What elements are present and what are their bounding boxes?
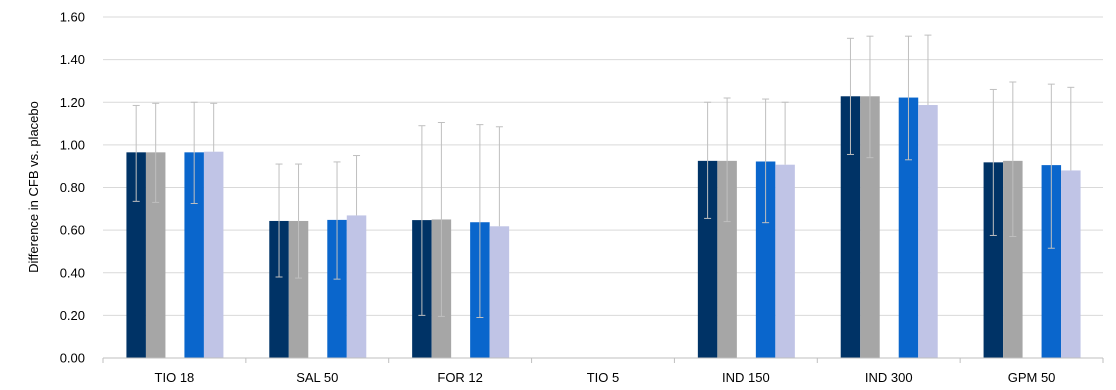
y-tick-label: 0.80 xyxy=(60,180,85,195)
bar xyxy=(1041,165,1062,358)
bar xyxy=(860,96,880,358)
bar xyxy=(898,97,919,358)
bars xyxy=(126,96,1081,358)
x-tick-label: IND 300 xyxy=(865,370,913,385)
x-tick-label: SAL 50 xyxy=(296,370,338,385)
bar xyxy=(840,96,861,358)
y-tick-label: 1.60 xyxy=(60,10,85,25)
bar xyxy=(1003,160,1023,358)
bar xyxy=(126,152,146,358)
bar xyxy=(203,151,224,358)
error-bars xyxy=(132,34,1075,319)
x-tick-label: TIO 5 xyxy=(587,370,620,385)
bar xyxy=(145,152,166,358)
bar xyxy=(269,220,289,358)
y-tick-label: 1.40 xyxy=(60,52,85,67)
bar xyxy=(327,219,347,358)
bar xyxy=(184,152,204,358)
gridlines xyxy=(103,16,1103,316)
bar xyxy=(346,215,367,358)
bar xyxy=(918,105,938,358)
bar xyxy=(1061,170,1081,358)
bar xyxy=(697,160,718,358)
axes: 0.00 0.20 0.40 0.60 0.80 1.00 1.20 1.40 1.60 TIO … xyxy=(60,10,1104,385)
y-tick-label: 0.40 xyxy=(60,265,85,280)
bar xyxy=(755,161,776,358)
x-tick-label: IND 150 xyxy=(722,370,770,385)
y-tick-label: 1.20 xyxy=(60,95,85,110)
y-axis-title: Difference in CFB vs. placebo xyxy=(26,101,41,273)
bar xyxy=(717,160,737,358)
bar xyxy=(983,162,1004,358)
y-tick-label: 0.60 xyxy=(60,223,85,238)
x-tick-label: TIO 18 xyxy=(155,370,195,385)
y-tick-label: 1.00 xyxy=(60,137,85,152)
bar xyxy=(775,164,795,358)
bar xyxy=(288,220,309,358)
x-tick-label: GPM 50 xyxy=(1008,370,1056,385)
bar xyxy=(489,226,510,358)
y-tick-label: 0.00 xyxy=(60,351,85,366)
y-tick-label: 0.20 xyxy=(60,308,85,323)
x-tick-label: FOR 12 xyxy=(437,370,483,385)
